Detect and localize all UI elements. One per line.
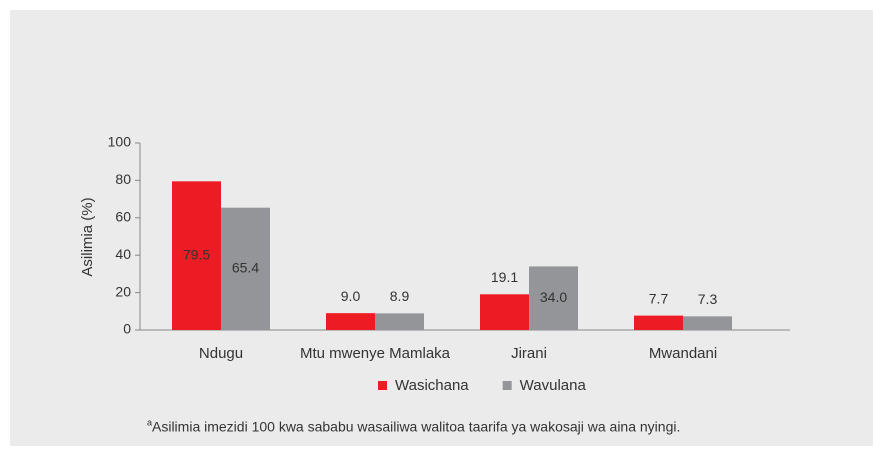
x-tick-label: Jirani xyxy=(511,345,547,362)
data-label: 34.0 xyxy=(540,289,567,305)
x-tick-label: Ndugu xyxy=(199,345,243,362)
legend-swatch xyxy=(502,381,512,390)
data-label: 65.4 xyxy=(232,260,259,276)
y-tick-label: 80 xyxy=(115,171,131,187)
x-tick-label: Mwandani xyxy=(649,345,717,362)
footnote: Asilimia imezidi 100 kwa sababu wasailiw… xyxy=(152,419,680,435)
bar xyxy=(326,313,375,330)
y-tick-label: 40 xyxy=(115,246,131,262)
legend-label: Wavulana xyxy=(520,377,587,394)
legend-swatch xyxy=(378,381,387,390)
bar xyxy=(375,313,424,330)
bar xyxy=(221,207,270,330)
bar xyxy=(634,315,683,330)
data-label: 79.5 xyxy=(183,246,210,262)
x-tick-label: Mtu mwenye Mamlaka xyxy=(300,345,451,362)
footnote-marker: a xyxy=(147,417,152,427)
bar xyxy=(480,294,529,330)
panel xyxy=(10,10,873,446)
data-label: 19.1 xyxy=(491,269,518,285)
y-tick-label: 0 xyxy=(123,321,131,337)
bar xyxy=(529,266,578,330)
data-label: 7.7 xyxy=(649,290,669,306)
bar xyxy=(172,181,221,330)
data-label: 7.3 xyxy=(698,291,718,307)
legend-label: Wasichana xyxy=(395,377,469,394)
y-tick-label: 100 xyxy=(108,134,132,150)
y-tick-label: 60 xyxy=(115,209,131,225)
bar xyxy=(683,316,732,330)
data-label: 9.0 xyxy=(341,288,361,304)
data-label: 8.9 xyxy=(390,288,410,304)
y-axis-label: Asilimia (%) xyxy=(79,197,96,276)
y-tick-label: 20 xyxy=(115,283,131,299)
